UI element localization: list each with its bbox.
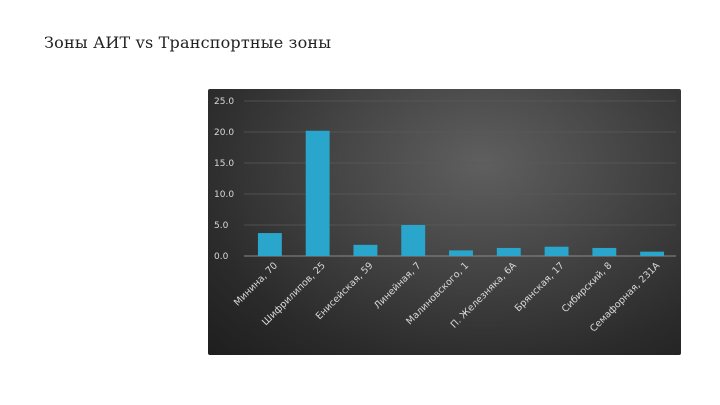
- x-tick-label: Сибирский, 8: [560, 260, 615, 315]
- bar: [305, 130, 330, 256]
- bar: [544, 246, 569, 256]
- bar: [449, 250, 473, 256]
- y-tick-label: 0.0: [214, 252, 229, 262]
- bar: [496, 247, 521, 256]
- y-tick-label: 25.0: [214, 97, 234, 107]
- y-tick-label: 5.0: [214, 221, 229, 231]
- bar-chart: 0.0 5.0 10.0 15.0 20.0 25.0 Минина, 70 Шифрили…: [208, 89, 681, 355]
- bar: [640, 251, 665, 256]
- bar: [353, 244, 378, 256]
- bar: [401, 225, 426, 256]
- bar: [592, 247, 617, 256]
- chart-svg: 0.0 5.0 10.0 15.0 20.0 25.0 Минина, 70Шифрили…: [214, 97, 676, 334]
- bars: [257, 130, 665, 256]
- y-axis-ticks: 0.0 5.0 10.0 15.0 20.0 25.0: [214, 97, 234, 262]
- y-tick-label: 15.0: [214, 159, 234, 169]
- slide-title: Зоны АИТ vs Транспортные зоны: [44, 33, 332, 52]
- y-tick-label: 10.0: [214, 190, 234, 200]
- x-tick-label: Минина, 70: [232, 260, 280, 308]
- y-tick-label: 20.0: [214, 128, 234, 138]
- bar: [257, 233, 282, 256]
- x-tick-label: Брянская, 17: [513, 260, 567, 314]
- x-tick-label: Линейная, 7: [372, 260, 423, 311]
